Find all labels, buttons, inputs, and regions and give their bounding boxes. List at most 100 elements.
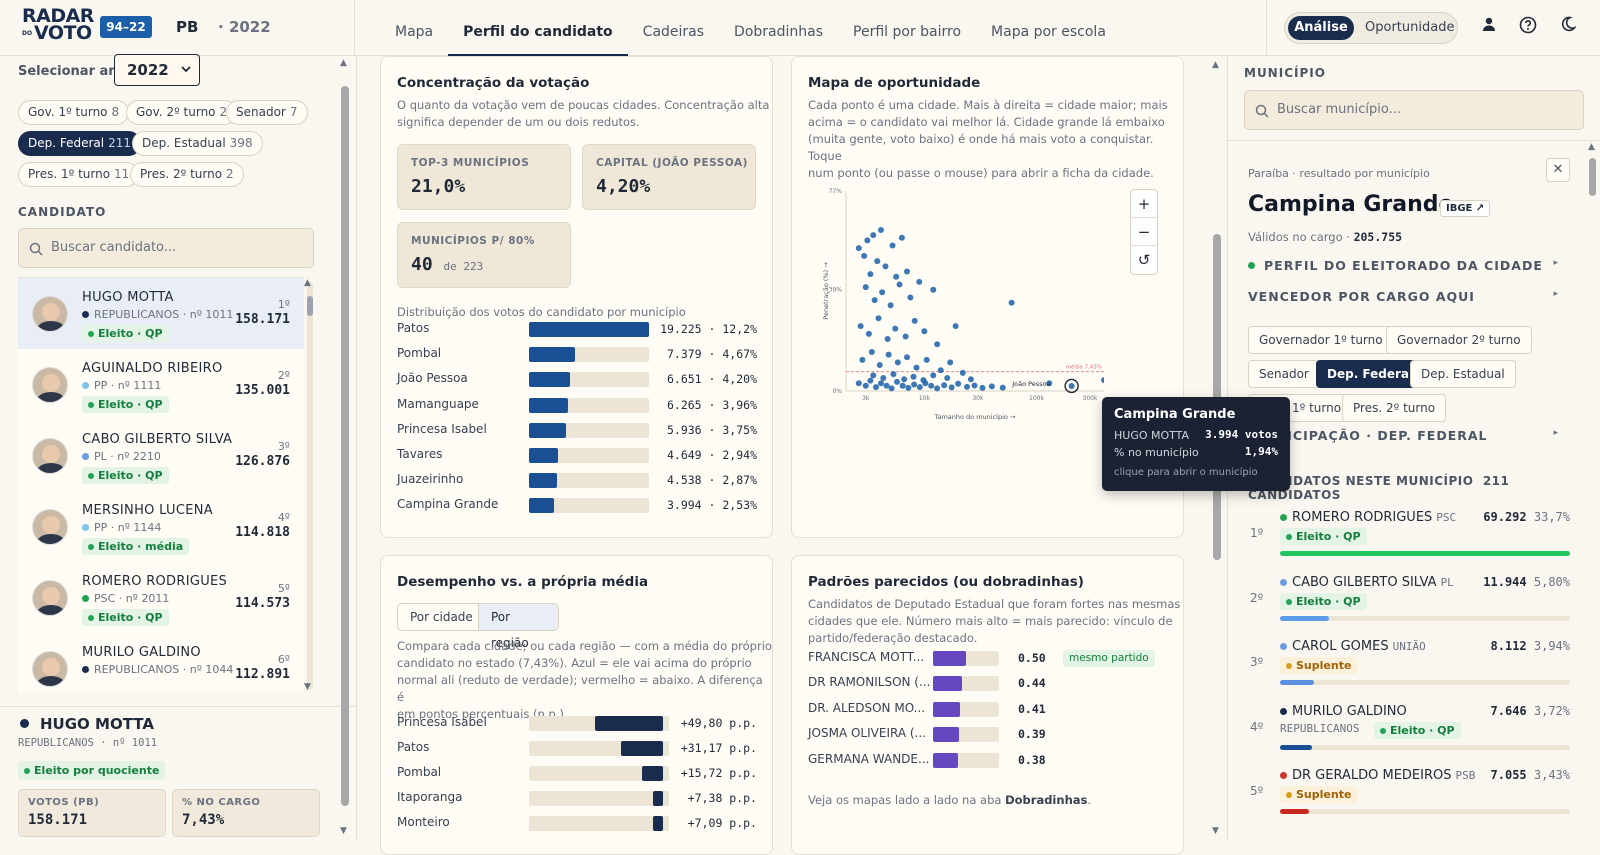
distribution-bar-row[interactable]: Tavares 4.649 · 2,94% [397, 445, 757, 465]
scroll-down-icon[interactable]: ▼ [304, 682, 311, 692]
pattern-row[interactable]: GERMANA WANDE... 0.38 [808, 750, 1148, 770]
mode-analysis[interactable]: Análise [1288, 16, 1354, 40]
city-point[interactable] [979, 384, 986, 391]
main-scroll-up-icon[interactable]: ▲ [1212, 60, 1219, 70]
city-point[interactable] [899, 382, 906, 389]
city-point[interactable] [934, 385, 941, 392]
city-point[interactable] [887, 302, 894, 309]
city-point[interactable] [902, 333, 909, 340]
city-point[interactable] [904, 354, 911, 361]
office-button[interactable]: Dep. Federal [1316, 360, 1425, 388]
city-point[interactable] [1046, 380, 1053, 387]
distribution-bar-row[interactable]: João Pessoa 6.651 · 4,20% [397, 369, 757, 389]
city-point[interactable] [876, 362, 883, 369]
participation-expander[interactable]: PARTICIPAÇÃO · DEP. FEDERAL ▸ [1248, 428, 1558, 448]
year-select[interactable]: 2022 [114, 54, 200, 86]
mode-toggle[interactable]: Análise Oportunidade [1284, 12, 1458, 44]
profile-expander[interactable]: PERFIL DO ELEITORADO DA CIDADE ▸ [1248, 258, 1558, 278]
performance-bar-row[interactable]: Monteiro +7,09 p.p. [397, 813, 757, 833]
distribution-bar-row[interactable]: Juazeirinho 4.538 · 2,87% [397, 470, 757, 490]
right-scrollbar[interactable] [1589, 158, 1596, 196]
city-point[interactable] [901, 376, 908, 383]
distribution-bar-row[interactable]: Mamanguape 6.265 · 3,96% [397, 395, 757, 415]
moon-icon[interactable] [1557, 16, 1579, 38]
city-point[interactable] [905, 384, 912, 391]
municipality-candidate-row[interactable]: 2º CABO GILBERTO SILVA PL 11.944 5,80% Eleit… [1250, 575, 1570, 639]
candidate-search-input[interactable]: Buscar candidato... [18, 228, 314, 268]
candidate-row[interactable]: CABO GILBERTO SILVA PL · nº 2210 Eleito · … [18, 420, 304, 492]
pattern-row[interactable]: JOSMA OLIVEIRA (... 0.39 [808, 724, 1148, 744]
city-point[interactable] [871, 297, 878, 304]
performance-bar-row[interactable]: Princesa Isabel +49,80 p.p. [397, 713, 757, 733]
office-chip[interactable]: Pres. 1º turno 11 [18, 162, 140, 187]
city-point[interactable] [928, 382, 935, 389]
city-point[interactable] [893, 378, 900, 385]
office-button[interactable]: Dep. Estadual [1410, 360, 1516, 388]
city-point[interactable] [920, 377, 927, 384]
city-point[interactable] [894, 359, 901, 366]
list-scrollbar[interactable] [307, 296, 313, 316]
city-point[interactable] [857, 323, 864, 330]
tab-3[interactable]: Dobradinhas [734, 24, 824, 40]
city-point[interactable] [916, 384, 923, 391]
office-button[interactable]: Pres. 2º turno [1342, 394, 1447, 422]
distribution-bar-row[interactable]: Princesa Isabel 5.936 · 3,75% [397, 420, 757, 440]
seg-by-city[interactable]: Por cidade [410, 610, 473, 624]
tab-2[interactable]: Cadeiras [642, 24, 705, 40]
pattern-row[interactable]: DR. ALEDSON MO... 0.41 [808, 699, 1148, 719]
city-point[interactable] [867, 377, 874, 384]
municipality-candidate-row[interactable]: 4º MURILO GALDINO 7.646 3,72% Eleito · QP RE… [1250, 704, 1570, 768]
tab-4[interactable]: Perfil por bairro [853, 24, 962, 40]
city-point[interactable] [948, 384, 955, 391]
city-point[interactable] [870, 232, 877, 239]
city-point[interactable] [911, 381, 918, 388]
city-point[interactable] [883, 382, 890, 389]
city-point[interactable] [875, 315, 882, 322]
office-chip[interactable]: Dep. Federal 211 [18, 131, 142, 156]
city-point[interactable] [959, 369, 966, 376]
city-point[interactable] [955, 380, 962, 387]
office-chip[interactable]: Gov. 2º turno 2 [126, 100, 238, 125]
city-point[interactable] [870, 372, 877, 379]
city-point[interactable] [882, 263, 889, 270]
office-button[interactable]: Governador 1º turno [1248, 326, 1394, 354]
zoom-out-button[interactable]: − [1131, 218, 1157, 246]
city-point[interactable] [1008, 299, 1015, 306]
candidate-row[interactable]: MURILO GALDINO REPUBLICANOS · nº 1044 6º 11… [18, 633, 304, 693]
city-point[interactable] [1068, 382, 1075, 389]
distribution-bar-row[interactable]: Patos 19.225 · 12,2% [397, 319, 757, 339]
city-point[interactable] [964, 383, 971, 390]
city-point[interactable] [885, 351, 892, 358]
city-point[interactable] [937, 367, 944, 374]
office-button[interactable]: Senador [1248, 360, 1320, 388]
city-point[interactable] [1101, 377, 1104, 384]
city-point[interactable] [898, 234, 905, 241]
city-point[interactable] [879, 289, 886, 296]
municipality-candidate-row[interactable]: 3º CAROL GOMES UNIÃO 8.112 3,94% Suplente [1250, 639, 1570, 703]
city-point[interactable] [941, 382, 948, 389]
pattern-row[interactable]: FRANCISCA MOTT... 0.50 mesmo partido [808, 648, 1155, 668]
city-point[interactable] [967, 376, 974, 383]
zoom-in-button[interactable]: + [1131, 190, 1157, 218]
municipality-candidate-row[interactable]: 5º DR GERALDO MEDEIROS PSB 7.055 3,43% Suple… [1250, 768, 1570, 832]
city-point[interactable] [971, 382, 978, 389]
city-point[interactable] [865, 330, 872, 337]
city-point[interactable] [877, 226, 884, 233]
city-point[interactable] [921, 328, 928, 335]
user-icon[interactable] [1478, 16, 1500, 38]
main-scroll-down-icon[interactable]: ▼ [1212, 826, 1219, 836]
city-point[interactable] [859, 356, 866, 363]
ibge-link[interactable]: IBGE ↗ [1440, 200, 1491, 217]
city-point[interactable] [896, 281, 903, 288]
close-icon[interactable]: ✕ [1546, 158, 1570, 182]
city-point[interactable] [944, 375, 951, 382]
municipality-candidate-row[interactable]: 1º ROMERO RODRIGUES PSC 69.292 33,7% Eleito … [1250, 510, 1570, 574]
city-point[interactable] [910, 373, 917, 380]
winner-expander[interactable]: VENCEDOR POR CARGO AQUI ▸ [1248, 289, 1558, 309]
performance-bar-row[interactable]: Patos +31,17 p.p. [397, 738, 757, 758]
city-point[interactable] [872, 384, 879, 391]
city-point[interactable] [862, 284, 869, 291]
scroll-up-icon[interactable]: ▲ [304, 278, 311, 288]
city-point[interactable] [867, 271, 874, 278]
panel-scroll-down-icon[interactable]: ▼ [340, 826, 347, 836]
